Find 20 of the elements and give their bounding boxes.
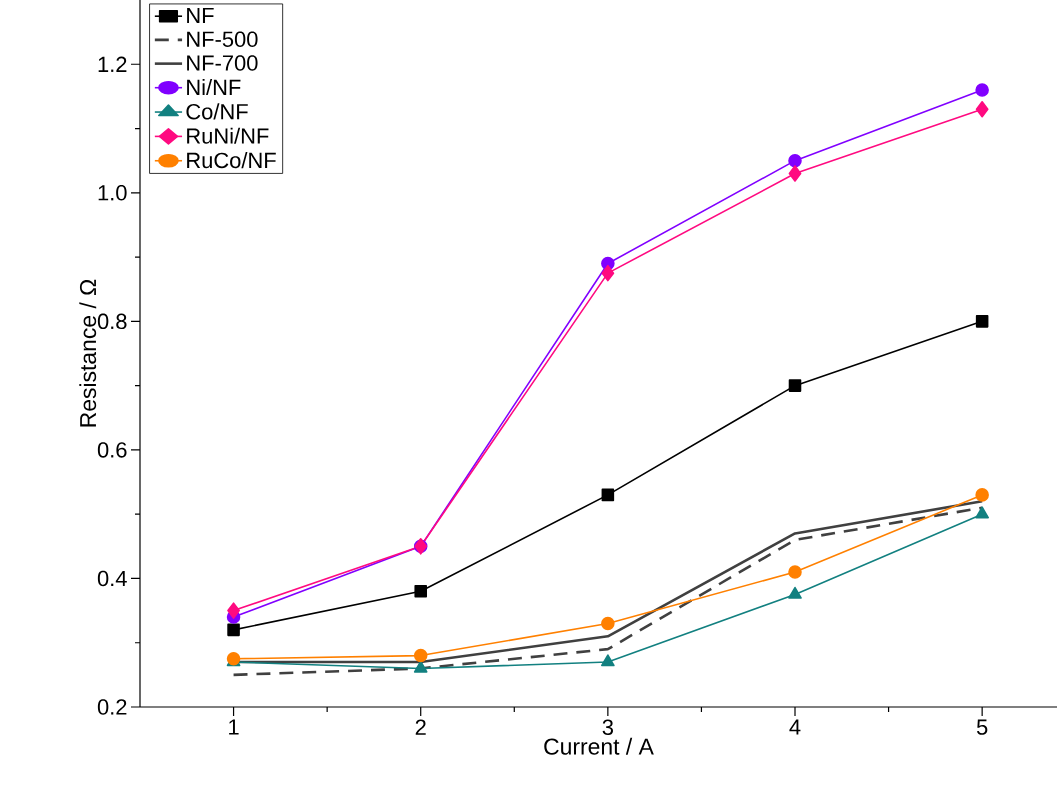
y-tick-label: 1.2 — [98, 56, 127, 72]
y-tick-label: 0.6 — [97, 442, 127, 458]
x-tick-label: 5 — [976, 719, 988, 735]
y-tick-label: 0.8 — [97, 313, 127, 330]
y-axis-title: Resistance / Ω — [79, 279, 97, 427]
y-tick-label: 1.0 — [98, 185, 127, 201]
legend-label: NF-700 — [187, 55, 258, 71]
legend-label: Co/NF — [186, 103, 248, 120]
legend-label: RuNi/NF — [187, 127, 269, 144]
x-tick-label: 4 — [789, 719, 801, 735]
legend-label: RuCo/NF — [187, 152, 276, 169]
legend-label: Ni/NF — [187, 79, 241, 96]
y-tick-label: 0.2 — [97, 699, 127, 715]
legend-label: NF-500 — [187, 31, 258, 47]
y-tick-label: 0.4 — [97, 570, 127, 587]
x-axis-title: Current / A — [544, 737, 654, 755]
x-tick-label: 2 — [415, 719, 426, 735]
x-tick-label: 1 — [229, 719, 239, 735]
x-tick-label: 3 — [602, 719, 613, 736]
legend-label: NF — [187, 7, 214, 23]
